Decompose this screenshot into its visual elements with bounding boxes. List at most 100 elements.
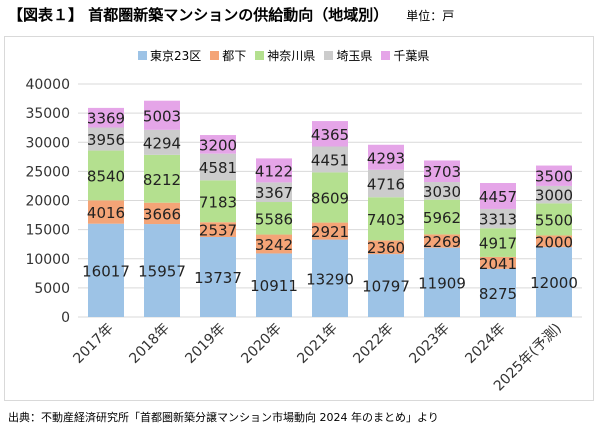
legend-swatch [255, 50, 265, 60]
data-label: 2921 [311, 223, 349, 241]
x-tick-label: 2021年 [294, 321, 340, 367]
bar-segment [424, 160, 460, 183]
data-label: 8275 [479, 285, 517, 303]
bar-segment [424, 182, 460, 200]
data-label: 4294 [143, 134, 181, 152]
y-tick-label: 20000 [25, 194, 70, 210]
legend-item: 東京23区 [138, 47, 201, 64]
data-label: 10797 [362, 278, 410, 296]
data-label: 4365 [311, 126, 349, 144]
data-label: 5500 [535, 211, 573, 229]
data-label: 3500 [535, 168, 573, 186]
legend-item: 埼玉県 [324, 47, 372, 64]
x-tick-label: 2023年 [406, 321, 452, 367]
legend-swatch [138, 50, 147, 60]
bar-segment [424, 234, 460, 248]
data-label: 8540 [87, 167, 125, 185]
data-label: 2360 [367, 239, 405, 257]
bar-segment [200, 135, 236, 154]
data-label: 15957 [138, 263, 186, 281]
bar-segment [200, 180, 236, 223]
legend-label: 都下 [222, 48, 247, 63]
legend-swatch [210, 50, 220, 60]
data-label: 4716 [367, 176, 405, 194]
y-tick-label: 15000 [25, 223, 70, 239]
legend-item: 千葉県 [381, 47, 429, 64]
bar-segment [480, 183, 516, 209]
data-label: 8212 [143, 171, 181, 189]
title-row: 【図表１】 首都圏新築マンションの供給動向（地域別） 単位：戸 [8, 4, 454, 30]
bar-segment [88, 223, 124, 317]
legend-label: 神奈川県 [267, 48, 316, 63]
data-label: 7183 [199, 193, 237, 211]
data-label: 12000 [530, 274, 578, 292]
data-label: 5003 [143, 107, 181, 125]
bar-segment [256, 253, 292, 317]
y-tick-label: 5000 [34, 281, 70, 297]
x-tick-label: 2022年 [350, 321, 396, 367]
data-label: 4457 [479, 188, 517, 206]
data-label: 2537 [199, 222, 237, 240]
bar-segment [368, 169, 404, 198]
legend-label: 千葉県 [393, 48, 430, 63]
bar-segment [480, 256, 516, 269]
bar-segment [200, 153, 236, 181]
bar-segment [368, 240, 404, 255]
bar-segment [536, 235, 572, 248]
data-label: 4451 [311, 151, 349, 169]
y-tick-label: 35000 [25, 106, 70, 122]
y-tick-label: 10000 [25, 252, 70, 268]
data-label: 16017 [82, 262, 130, 280]
data-label: 3367 [255, 184, 293, 202]
bar-segment [88, 127, 124, 151]
data-label: 3956 [87, 131, 125, 149]
legend-label: 東京23区 [150, 48, 202, 63]
bar-segment [536, 247, 572, 317]
data-label: 3313 [479, 211, 517, 229]
stacked-bar-chart: 0 5000 10000 15000 20000 25000 30000 35000 40000… [25, 77, 582, 394]
data-label: 4293 [367, 149, 405, 167]
data-label: 3703 [423, 163, 461, 181]
bar-segment [480, 268, 516, 317]
data-label: 4581 [199, 159, 237, 177]
bar-segment [480, 208, 516, 229]
x-tick-label: 2024年 [462, 321, 508, 367]
bar-segment [256, 234, 292, 254]
y-tick-label: 0 [61, 310, 70, 326]
unit-label: 単位：戸 [406, 9, 455, 23]
bar-segment [88, 107, 124, 128]
data-label: 2000 [535, 233, 573, 251]
bar-segment [312, 239, 348, 317]
legend-item: 都下 [210, 47, 246, 64]
y-tick-label: 30000 [25, 135, 70, 151]
source-note: 出典：不動産経済研究所「首都圏新築分譲マンション市場動向 2024 年のまとめ」… [8, 411, 439, 424]
data-label: 2041 [479, 255, 517, 273]
bar-segment [536, 203, 572, 236]
bar-segment [144, 154, 180, 203]
legend-label: 埼玉県 [336, 48, 373, 63]
chart-frame [4, 36, 594, 401]
bar-segment [368, 254, 404, 317]
data-label: 8609 [311, 189, 349, 207]
bar-segment [256, 158, 292, 183]
x-tick-label: 2018年 [126, 321, 172, 367]
bar-segment [312, 222, 348, 240]
legend-swatch [381, 50, 391, 60]
bar-segment [144, 202, 180, 225]
data-label: 4917 [479, 235, 517, 253]
bar-segment [144, 129, 180, 155]
x-tick-label: 2017年 [70, 321, 116, 367]
data-label: 4016 [87, 204, 125, 222]
data-label: 3030 [423, 183, 461, 201]
data-label: 3200 [199, 136, 237, 154]
data-label: 2269 [423, 233, 461, 251]
bar-segment [88, 200, 124, 224]
bar-segment [424, 247, 460, 317]
data-label: 3000 [535, 187, 573, 205]
y-tick-label: 25000 [25, 164, 70, 180]
bar-segment [200, 236, 236, 317]
bar-segment [312, 121, 348, 147]
bar-segment [424, 199, 460, 235]
bar-segment [480, 228, 516, 257]
bar-segment [256, 202, 292, 235]
